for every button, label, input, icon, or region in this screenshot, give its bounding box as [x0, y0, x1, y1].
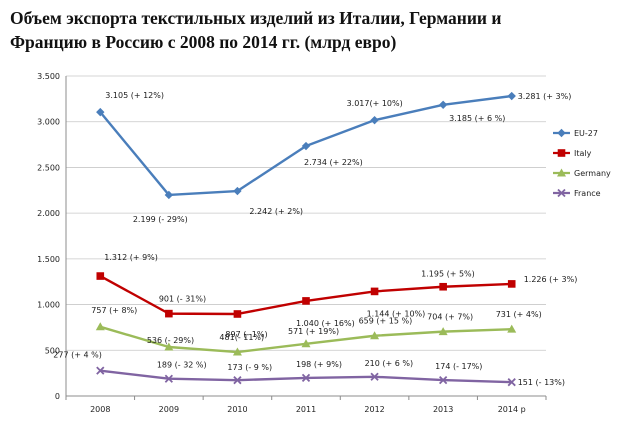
data-point: [507, 324, 517, 333]
legend-label: Italy: [574, 149, 592, 158]
data-point: [96, 107, 105, 117]
data-point: [96, 366, 105, 375]
legend-marker: [557, 168, 566, 177]
chart-title-line-1: Объем экспорта текстильных изделий из Ит…: [10, 8, 502, 28]
legend: EU-27 Italy Germany France: [553, 128, 611, 198]
data-label: 1.226 (+ 3%): [524, 275, 578, 284]
data-label: 571 (+ 19%): [288, 327, 339, 336]
chart-title-line-2: Францию в Россию с 2008 по 2014 гг. (млр…: [10, 32, 397, 52]
y-tick-label: 2.000: [37, 209, 60, 218]
data-label: 3.105 (+ 12%): [105, 91, 164, 100]
x-tick-label: 2008: [90, 405, 110, 414]
data-label: 731 (+ 4%): [496, 310, 542, 319]
data-label: 704 (+ 7%): [427, 313, 473, 322]
data-point: [507, 280, 516, 288]
data-point: [370, 331, 380, 340]
chart-title: Объем экспорта текстильных изделий из Ит…: [10, 6, 610, 54]
series-italy: [96, 272, 516, 318]
data-point: [165, 309, 173, 318]
data-point: [233, 310, 242, 318]
x-tick-label: 2013: [433, 405, 453, 414]
data-label: 2.734 (+ 22%): [304, 158, 363, 167]
axes: 0 500 1.000 1.500 2.000 2.500 3.000 3.500 2008 20…: [37, 72, 547, 414]
y-tick-label: 3.000: [37, 118, 60, 127]
data-label: 1.144 (+ 10%): [367, 309, 426, 318]
data-label: 3.017(+ 10%): [347, 99, 403, 108]
data-label: 757 (+ 8%): [91, 306, 137, 315]
data-point: [95, 322, 105, 331]
data-point: [301, 141, 311, 151]
data-label: 659 (+ 15 %): [359, 317, 413, 326]
y-tick-label: 2.500: [37, 163, 60, 172]
data-label: 151 (- 13%): [518, 378, 565, 387]
y-tick-label: 1.500: [37, 255, 60, 264]
data-point: [301, 373, 311, 383]
data-label: 1.040 (+ 16%): [296, 319, 355, 328]
data-label: 481(- 11%): [219, 333, 264, 342]
legend-item: Italy: [553, 149, 592, 158]
legend-marker: [557, 149, 566, 157]
data-labels: 3.105 (+ 12%) 2.199 (- 29%) 2.242 (+ 2%) 2.…: [53, 91, 577, 387]
x-tick-label: 2014 р: [498, 405, 526, 414]
data-label: 189 (- 32 %): [157, 361, 207, 370]
data-point: [302, 297, 310, 305]
data-label: 536 (- 29%): [147, 336, 194, 345]
series-germany: [95, 322, 517, 356]
data-point: [164, 374, 173, 383]
legend-label: Germany: [574, 169, 611, 178]
x-tick-label: 2010: [227, 405, 247, 414]
y-tick-label: 1.000: [37, 301, 60, 310]
data-label: 198 (+ 9%): [296, 360, 342, 369]
data-point: [164, 190, 174, 200]
data-point: [439, 282, 447, 291]
data-point: [507, 91, 516, 101]
y-tick-label: 3.500: [37, 72, 60, 81]
legend-label: EU-27: [574, 129, 598, 138]
data-point: [232, 347, 242, 356]
data-label: 1.312 (+ 9%): [104, 253, 158, 262]
x-tick-label: 2012: [364, 405, 384, 414]
y-tick-label: 0: [55, 392, 60, 401]
data-label: 2.199 (- 29%): [133, 215, 188, 224]
series-eu-27: [96, 91, 516, 200]
data-point: [439, 375, 448, 385]
data-point: [438, 100, 448, 109]
y-tick-label: 500: [45, 346, 60, 355]
data-label: 3.185 (+ 6 %): [449, 114, 505, 123]
data-label: 897 (- 1%): [225, 330, 267, 339]
legend-item: EU-27: [553, 128, 598, 138]
data-point: [233, 376, 242, 385]
data-label: 901 (- 31%): [159, 295, 206, 304]
legend-marker: [557, 128, 566, 138]
data-label: 2.242 (+ 2%): [249, 207, 303, 216]
data-label: 210 (+ 6 %): [365, 359, 414, 368]
data-point: [96, 272, 105, 280]
data-label: 174 (- 17%): [435, 362, 482, 371]
data-point: [438, 327, 448, 336]
legend-item: Germany: [553, 168, 611, 178]
data-label: 1.195 (+ 5%): [421, 270, 475, 279]
legend-item: France: [553, 188, 601, 198]
data-point: [370, 372, 379, 381]
data-point: [233, 186, 242, 196]
series-line: [100, 369, 512, 384]
x-tick-label: 2011: [296, 405, 316, 414]
data-point: [507, 378, 516, 387]
x-tick-label: 2009: [159, 405, 179, 414]
legend-marker: [557, 188, 566, 198]
series-lines: [95, 91, 517, 387]
data-label: 3.281 (+ 3%): [518, 92, 572, 101]
gridlines: [66, 75, 546, 351]
series-france: [96, 366, 516, 387]
legend-label: France: [574, 189, 601, 198]
data-point: [370, 115, 379, 125]
data-point: [164, 342, 174, 351]
data-point: [301, 339, 311, 348]
data-label: 277 (+ 4 %): [53, 351, 102, 360]
data-point: [370, 287, 379, 296]
data-label: 173 (- 9 %): [227, 363, 272, 372]
